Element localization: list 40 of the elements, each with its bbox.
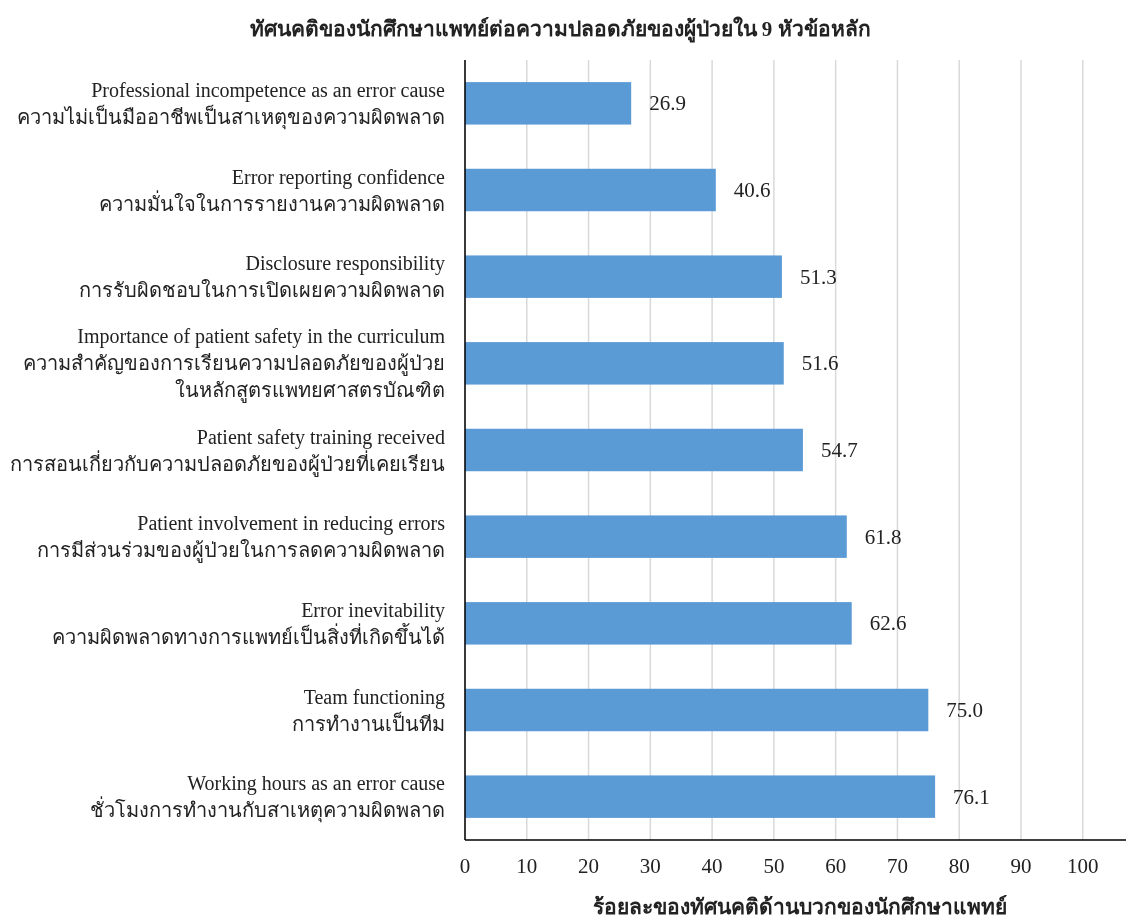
y-tick-label: Professional incompetence as an error cause ความไม่เป็นมืออาชีพเป็นสาเหตุของความผิดพลาด — [17, 78, 446, 130]
y-tick-label: Disclosure responsibility การรับผิดชอบในการเปิดเผยความผิดพลาด — [79, 252, 445, 302]
bar — [465, 82, 632, 125]
x-tick-label: 90 — [1010, 854, 1032, 878]
x-tick-label: 60 — [825, 854, 847, 878]
y-tick-label: Error reporting confidence ความมั่นใจในการรายงานความผิดพลาด — [99, 165, 446, 215]
y-tick-label: Error inevitability ความผิดพลาดทางการแพทย์เป็นสิ่งที่เกิดขึ้นได้ — [52, 598, 445, 648]
data-label: 26.9 — [649, 91, 686, 116]
x-axis-title: ร้อยละของทัศนคติด้านบวกของนักศึกษาแพทย์ — [593, 895, 1007, 919]
data-label: 54.7 — [820, 438, 858, 462]
bar — [465, 168, 716, 212]
bar — [465, 515, 847, 558]
x-tick-label: 30 — [639, 854, 661, 878]
x-tick-label: 70 — [886, 854, 908, 878]
data-label: 75.0 — [946, 698, 984, 722]
y-tick-label: Team functioning การทำงานเป็นทีม — [292, 685, 445, 735]
data-label: 61.8 — [864, 524, 902, 549]
x-tick-label: 100 — [1067, 854, 1099, 878]
x-tick-label: 10 — [516, 854, 538, 878]
chart-title: ทัศนคติของนักศึกษาแพทย์ต่อความปลอดภัยของผู้ป่วยใน 9 หัวข้อหลัก — [249, 16, 871, 43]
data-label: 40.6 — [733, 178, 771, 202]
data-label: 51.6 — [801, 351, 839, 376]
y-tick-label: Working hours as an error cause ชั่วโมงการทำงานกับสาเหตุความผิดพลาด — [90, 772, 446, 824]
bar — [465, 342, 784, 385]
bar — [465, 428, 803, 472]
x-tick-label: 80 — [948, 854, 970, 878]
x-tick-label: 20 — [578, 854, 600, 878]
bar — [465, 602, 852, 645]
x-tick-label: 0 — [459, 854, 471, 878]
y-tick-label: Patient involvement in reducing errors การมีส่วนร่วมของผู้ป่วยในการลดความผิดพลาด — [37, 512, 446, 564]
x-tick-label: 40 — [701, 854, 723, 878]
data-label: 62.6 — [869, 611, 907, 636]
bar — [465, 775, 936, 818]
y-tick-label: Patient safety training received การสอนเกี่ยวกับความปลอดภัยของผู้ป่วยที่เคยเรียน — [10, 425, 445, 477]
data-label: 76.1 — [953, 784, 990, 809]
x-tick-label: 50 — [763, 854, 785, 878]
y-tick-label: Importance of patient safety in the curriculum ความสำคัญของการเรียนความปลอดภัยของผู้ป่วย ในหลักสูตรแพทยศาสตรบัณฑิต — [23, 325, 446, 404]
data-label: 51.3 — [799, 264, 837, 289]
bar — [465, 255, 782, 298]
bar — [465, 688, 929, 732]
